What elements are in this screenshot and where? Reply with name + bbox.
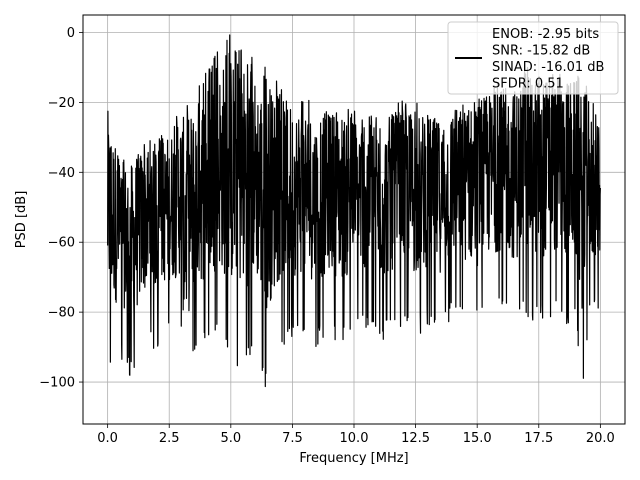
y-axis-label: PSD [dB] xyxy=(14,191,29,249)
x-tick-label: 2.5 xyxy=(159,431,180,446)
x-tick-label: 10.0 xyxy=(340,431,369,446)
psd-series-line xyxy=(107,34,601,388)
x-axis-label: Frequency [MHz] xyxy=(299,451,408,466)
x-ticks: 0.0 2.5 5.0 7.5 10.0 12.5 15.0 17.5 20.0 xyxy=(97,424,615,446)
x-tick-label: 20.0 xyxy=(586,431,615,446)
y-tick-label: −100 xyxy=(39,376,75,391)
legend-entry-sinad: SINAD: -16.01 dB xyxy=(492,60,604,75)
legend-entry-sfdr: SFDR: 0.51 xyxy=(492,77,564,92)
x-tick-label: 7.5 xyxy=(282,431,303,446)
legend-box xyxy=(447,21,619,95)
legend-entry-enob: ENOB: -2.95 bits xyxy=(492,27,599,42)
y-tick-label: −80 xyxy=(48,306,75,321)
x-tick-label: 0.0 xyxy=(97,431,118,446)
y-tick-label: 0 xyxy=(67,26,75,41)
y-tick-label: −40 xyxy=(48,166,75,181)
x-tick-label: 5.0 xyxy=(220,431,241,446)
series-layer xyxy=(107,34,601,388)
y-tick-label: −20 xyxy=(48,96,75,111)
x-tick-label: 17.5 xyxy=(524,431,553,446)
y-tick-label: −60 xyxy=(48,236,75,251)
x-tick-label: 12.5 xyxy=(401,431,430,446)
legend: ENOB: -2.95 bits SNR: -15.82 dB SINAD: -… xyxy=(447,21,619,95)
legend-entry-snr: SNR: -15.82 dB xyxy=(492,44,590,59)
y-ticks: −100 −80 −60 −40 −20 0 xyxy=(39,26,83,391)
x-tick-label: 15.0 xyxy=(463,431,492,446)
